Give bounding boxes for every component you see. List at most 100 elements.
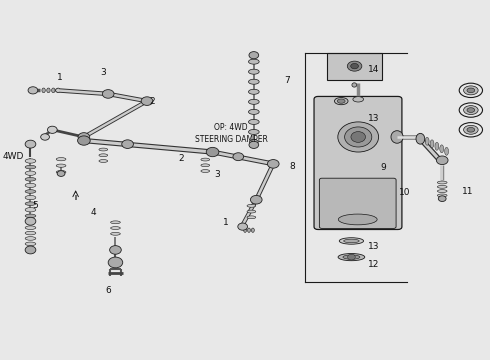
Ellipse shape (338, 253, 365, 261)
Ellipse shape (438, 194, 447, 197)
Ellipse shape (248, 79, 259, 84)
Circle shape (108, 257, 122, 268)
Ellipse shape (337, 99, 345, 103)
Circle shape (249, 141, 259, 148)
Ellipse shape (247, 204, 256, 207)
Ellipse shape (25, 171, 36, 175)
Ellipse shape (248, 69, 259, 74)
Ellipse shape (248, 120, 259, 125)
Circle shape (206, 147, 219, 157)
Circle shape (249, 51, 259, 59)
Ellipse shape (99, 159, 108, 162)
Ellipse shape (25, 165, 36, 169)
Ellipse shape (47, 88, 50, 93)
Text: 14: 14 (368, 65, 379, 74)
Circle shape (344, 127, 372, 147)
Text: 13: 13 (368, 114, 379, 123)
Text: 13: 13 (368, 242, 379, 251)
Ellipse shape (25, 208, 36, 212)
Ellipse shape (444, 147, 448, 155)
Ellipse shape (438, 181, 447, 184)
Ellipse shape (391, 131, 403, 143)
Circle shape (233, 153, 244, 161)
Ellipse shape (25, 214, 36, 218)
Ellipse shape (347, 61, 362, 71)
Ellipse shape (248, 59, 259, 64)
Ellipse shape (335, 98, 348, 105)
FancyBboxPatch shape (327, 53, 383, 80)
Ellipse shape (248, 109, 259, 114)
Ellipse shape (25, 195, 36, 200)
Ellipse shape (201, 170, 210, 172)
Circle shape (77, 136, 90, 145)
Ellipse shape (249, 139, 258, 144)
Text: 1: 1 (223, 218, 229, 227)
Circle shape (25, 217, 36, 225)
Text: 2: 2 (149, 97, 155, 106)
Ellipse shape (438, 190, 447, 193)
Ellipse shape (201, 164, 210, 167)
Ellipse shape (440, 145, 443, 153)
Ellipse shape (25, 226, 36, 229)
Circle shape (122, 140, 133, 148)
Text: 4WD: 4WD (3, 152, 24, 161)
Ellipse shape (25, 190, 36, 193)
Text: 3: 3 (100, 68, 106, 77)
Ellipse shape (99, 148, 108, 151)
Text: 4: 4 (91, 208, 97, 217)
Ellipse shape (244, 228, 246, 232)
Ellipse shape (56, 158, 66, 161)
Circle shape (102, 90, 114, 98)
Text: 9: 9 (381, 163, 386, 172)
Ellipse shape (56, 171, 66, 174)
Ellipse shape (464, 86, 478, 95)
Ellipse shape (25, 231, 36, 235)
Ellipse shape (25, 237, 36, 240)
Ellipse shape (25, 159, 36, 163)
Ellipse shape (247, 216, 256, 219)
Ellipse shape (467, 88, 475, 93)
Ellipse shape (111, 232, 121, 235)
Ellipse shape (25, 242, 36, 246)
Ellipse shape (51, 88, 55, 93)
Circle shape (351, 132, 366, 142)
Ellipse shape (351, 63, 359, 69)
Ellipse shape (338, 214, 377, 225)
Ellipse shape (111, 226, 121, 229)
Circle shape (110, 246, 122, 254)
Ellipse shape (438, 185, 447, 188)
Ellipse shape (248, 99, 259, 104)
Ellipse shape (343, 255, 360, 259)
Text: 2: 2 (178, 154, 184, 163)
Circle shape (141, 97, 153, 105)
Ellipse shape (343, 239, 359, 243)
Text: 8: 8 (290, 162, 295, 171)
FancyBboxPatch shape (314, 96, 402, 229)
Ellipse shape (430, 140, 434, 148)
Text: 6: 6 (105, 285, 111, 294)
Ellipse shape (56, 164, 66, 167)
Ellipse shape (25, 202, 36, 206)
Ellipse shape (353, 96, 364, 102)
Ellipse shape (467, 108, 475, 112)
FancyBboxPatch shape (319, 178, 396, 228)
Text: 11: 11 (462, 187, 473, 196)
Text: 5: 5 (32, 201, 38, 210)
Circle shape (48, 126, 57, 134)
Ellipse shape (247, 228, 250, 232)
Circle shape (238, 223, 247, 230)
Circle shape (25, 140, 36, 148)
Ellipse shape (464, 105, 478, 114)
Circle shape (78, 133, 90, 141)
Ellipse shape (247, 210, 256, 213)
Text: 12: 12 (368, 261, 379, 270)
Text: 10: 10 (398, 188, 410, 197)
Ellipse shape (425, 137, 429, 145)
Circle shape (268, 159, 279, 168)
Ellipse shape (25, 177, 36, 181)
Ellipse shape (111, 221, 121, 224)
Ellipse shape (467, 127, 475, 132)
Circle shape (25, 246, 36, 254)
Text: 7: 7 (284, 76, 290, 85)
Circle shape (437, 156, 448, 165)
